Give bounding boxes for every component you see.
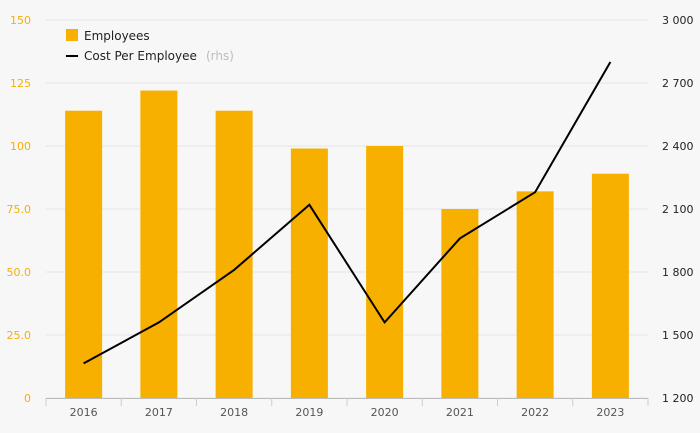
- bar-2022: [516, 191, 554, 398]
- y-left-tick-label: 100: [10, 140, 31, 153]
- y-right-tick-label: 2 700: [662, 77, 694, 90]
- gridlines: [46, 19, 648, 399]
- x-tick-label-2023: 2023: [596, 406, 624, 419]
- x-axis: 2016 2017 2018 2019 2020 2021 2022 2023: [45, 398, 649, 419]
- legend: Employees Cost Per Employee (rhs): [66, 29, 234, 64]
- x-tick-label-2020: 2020: [371, 406, 399, 419]
- bar-2023: [591, 173, 629, 398]
- x-tick-label-2016: 2016: [70, 406, 98, 419]
- bar-2020: [366, 146, 404, 398]
- y-left-tick-label: 75.0: [7, 203, 32, 216]
- y-right-tick-label: 2 100: [662, 203, 694, 216]
- legend-label-cost-per-employee: Cost Per Employee: [84, 49, 197, 63]
- y-left-tick-label: 0: [24, 392, 31, 405]
- bar-2021: [441, 209, 479, 398]
- bar-2018: [215, 110, 253, 398]
- y-left-tick-label: 125: [10, 77, 31, 90]
- x-tick-label-2018: 2018: [220, 406, 248, 419]
- y-axis-left: 0 25.0 50.0 75.0 100 125 150: [7, 14, 32, 405]
- y-axis-right: 1 200 1 500 1 800 2 100 2 400 2 700 3 000: [662, 14, 694, 405]
- legend-label-employees: Employees: [84, 29, 150, 43]
- legend-swatch-employees: [66, 29, 78, 41]
- y-right-tick-label: 2 400: [662, 140, 694, 153]
- svg-text:Cost Per Employee (rhs): Cost Per Employee (rhs): [84, 45, 234, 64]
- bar-2017: [140, 90, 178, 398]
- line-series-cost-per-employee: [83, 61, 612, 365]
- x-tick-label-2021: 2021: [446, 406, 474, 419]
- y-right-tick-label: 3 000: [662, 14, 694, 27]
- y-left-tick-label: 25.0: [7, 329, 32, 342]
- y-right-tick-label: 1 500: [662, 329, 694, 342]
- bar-2016: [65, 110, 103, 398]
- y-left-tick-label: 50.0: [7, 266, 32, 279]
- y-left-tick-label: 150: [10, 14, 31, 27]
- legend-rhs-note: (rhs): [206, 49, 234, 63]
- x-tick-label-2022: 2022: [521, 406, 549, 419]
- x-tick-label-2017: 2017: [145, 406, 173, 419]
- y-right-tick-label: 1 200: [662, 392, 694, 405]
- x-tick-label-2019: 2019: [295, 406, 323, 419]
- bar-2019: [290, 148, 328, 398]
- bar-series-employees: [65, 90, 629, 398]
- y-right-tick-label: 1 800: [662, 266, 694, 279]
